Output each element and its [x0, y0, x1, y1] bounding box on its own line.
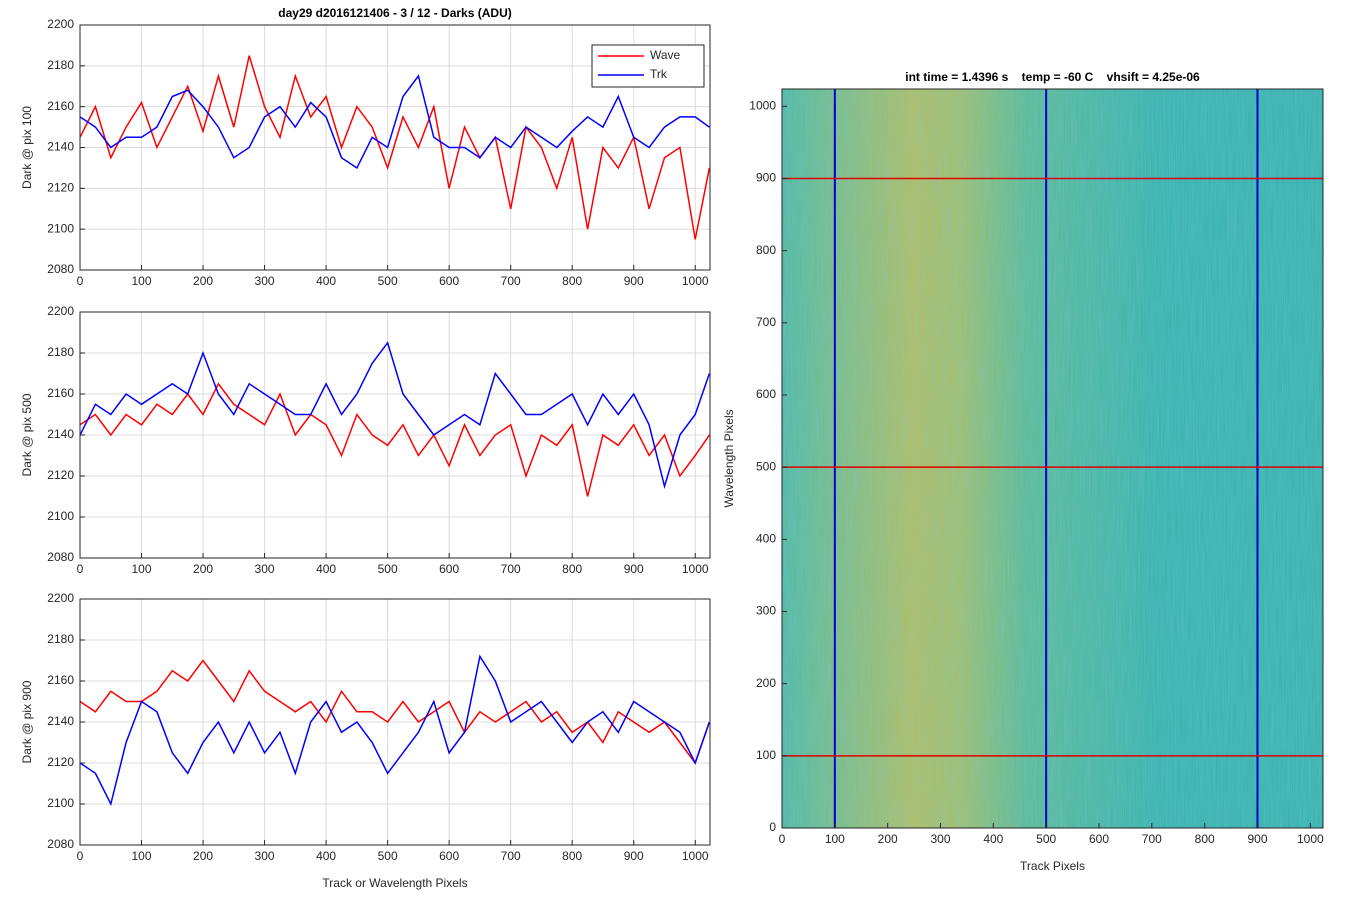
x-tick-label: 300: [255, 849, 275, 863]
x-tick-label: 0: [779, 832, 786, 846]
y-tick-label: 2180: [47, 58, 74, 72]
x-tick-label: 1000: [682, 274, 709, 288]
x-tick-label: 100: [132, 562, 152, 576]
y-tick-label: 1000: [749, 98, 776, 112]
x-tick-label: 800: [1195, 832, 1215, 846]
y-tick-label: 200: [756, 676, 776, 690]
y-tick-label: 2200: [47, 304, 74, 318]
x-axis-label: Track Pixels: [1020, 859, 1085, 873]
y-tick-label: 2120: [47, 181, 74, 195]
y-tick-label: 2160: [47, 386, 74, 400]
x-tick-label: 900: [624, 562, 644, 576]
y-tick-label: 500: [756, 459, 776, 473]
y-tick-label: 100: [756, 748, 776, 762]
y-tick-label: 2180: [47, 345, 74, 359]
axes-frame: [781, 88, 1324, 829]
x-tick-label: 400: [316, 274, 336, 288]
x-tick-label: 300: [255, 562, 275, 576]
x-tick-label: 500: [1036, 832, 1056, 846]
x-tick-label: 200: [878, 832, 898, 846]
series-line: [80, 341, 710, 490]
y-tick-label: 2100: [47, 796, 74, 810]
axes-frame: [79, 311, 711, 559]
legend-label: Wave: [650, 48, 681, 62]
y-tick-label: 2080: [47, 837, 74, 851]
legend-box: [591, 44, 705, 88]
chart-title: int time = 1.4396 s temp = -60 C vhsift …: [905, 70, 1200, 84]
y-tick-label: 900: [756, 171, 776, 185]
x-tick-label: 0: [77, 274, 84, 288]
y-axis-label: Dark @ pix 500: [20, 393, 34, 476]
x-tick-label: 700: [1142, 832, 1162, 846]
x-tick-label: 500: [378, 849, 398, 863]
y-axis-label: Wavelength Pixels: [722, 409, 736, 507]
y-tick-label: 2120: [47, 468, 74, 482]
y-tick-label: 700: [756, 315, 776, 329]
x-tick-label: 900: [624, 849, 644, 863]
x-tick-label: 0: [77, 562, 84, 576]
x-tick-label: 1000: [682, 849, 709, 863]
x-tick-label: 200: [193, 274, 213, 288]
y-tick-label: 300: [756, 604, 776, 618]
x-tick-label: 700: [501, 849, 521, 863]
legend-label: Trk: [650, 67, 668, 81]
x-tick-label: 600: [439, 849, 459, 863]
series-line: [80, 74, 710, 169]
series-line: [80, 659, 710, 765]
x-tick-label: 100: [132, 274, 152, 288]
x-tick-label: 500: [378, 274, 398, 288]
x-tick-label: 800: [562, 849, 582, 863]
y-axis-label: Dark @ pix 100: [20, 106, 34, 189]
x-tick-label: 400: [983, 832, 1003, 846]
y-tick-label: 2140: [47, 427, 74, 441]
y-tick-label: 2200: [47, 591, 74, 605]
x-tick-label: 300: [930, 832, 950, 846]
x-tick-label: 700: [501, 562, 521, 576]
x-tick-label: 800: [562, 274, 582, 288]
x-tick-label: 400: [316, 849, 336, 863]
y-tick-label: 2200: [47, 17, 74, 31]
x-tick-label: 900: [1247, 832, 1267, 846]
x-axis-label: Track or Wavelength Pixels: [322, 876, 467, 890]
y-tick-label: 400: [756, 532, 776, 546]
x-tick-label: 1000: [1297, 832, 1324, 846]
x-tick-label: 500: [378, 562, 398, 576]
x-tick-label: 800: [562, 562, 582, 576]
axes-frame: [79, 598, 711, 846]
x-tick-label: 1000: [682, 562, 709, 576]
x-tick-label: 600: [439, 274, 459, 288]
y-tick-label: 2080: [47, 550, 74, 564]
x-tick-label: 400: [316, 562, 336, 576]
x-tick-label: 0: [77, 849, 84, 863]
axes-frame: [79, 24, 711, 271]
x-tick-label: 200: [193, 562, 213, 576]
chart-title: day29 d2016121406 - 3 / 12 - Darks (ADU): [278, 6, 511, 20]
y-tick-label: 800: [756, 243, 776, 257]
x-tick-label: 700: [501, 274, 521, 288]
x-tick-label: 300: [255, 274, 275, 288]
series-line: [80, 382, 710, 497]
y-tick-label: 2160: [47, 673, 74, 687]
x-tick-label: 600: [439, 562, 459, 576]
y-tick-label: 600: [756, 387, 776, 401]
x-tick-label: 100: [132, 849, 152, 863]
y-tick-label: 2140: [47, 140, 74, 154]
y-tick-label: 2160: [47, 99, 74, 113]
y-axis-label: Dark @ pix 900: [20, 680, 34, 763]
y-tick-label: 2180: [47, 632, 74, 646]
series-line: [80, 654, 710, 807]
y-tick-label: 2140: [47, 714, 74, 728]
x-tick-label: 900: [624, 274, 644, 288]
y-tick-label: 2120: [47, 755, 74, 769]
y-tick-label: 0: [769, 820, 776, 834]
y-tick-label: 2100: [47, 221, 74, 235]
y-tick-label: 2080: [47, 262, 74, 276]
x-tick-label: 100: [825, 832, 845, 846]
x-tick-label: 200: [193, 849, 213, 863]
x-tick-label: 600: [1089, 832, 1109, 846]
heatmap-texture: [782, 89, 1323, 828]
y-tick-label: 2100: [47, 509, 74, 523]
